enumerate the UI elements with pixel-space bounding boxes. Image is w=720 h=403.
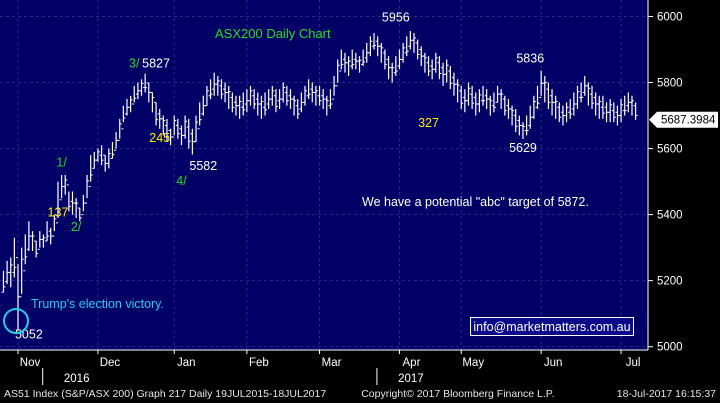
last-value-tag-shape	[649, 111, 718, 128]
chart-label: 5827	[142, 57, 170, 71]
chart-label: 137	[48, 205, 69, 219]
x-month-label: Jul	[626, 357, 641, 369]
x-year-label: 2016	[64, 373, 90, 385]
y-axis-ticks: 5000 5200 5400 5600 5800 6000	[0, 0, 683, 354]
chart-label: 2/	[71, 220, 82, 234]
chart-label: 3/	[129, 57, 140, 71]
x-month-label: Jan	[177, 357, 196, 369]
y-tick-label: 5200	[657, 276, 683, 288]
x-month-label: Mar	[322, 357, 342, 369]
x-month-label: Jun	[544, 357, 563, 369]
price-bars	[1, 31, 638, 330]
footer-bar: AS51 Index (S&P/ASX 200) Graph 217 Daily…	[0, 385, 720, 403]
x-month-label: Apr	[403, 357, 421, 369]
plot-background	[0, 0, 648, 350]
last-value-label: 5687.3984	[661, 115, 716, 127]
x-axis-background	[0, 350, 648, 385]
last-value-tag: 5687.3984	[649, 111, 718, 128]
election-annotation: Trump's election victory.	[31, 297, 164, 311]
chart-label: 5052	[15, 327, 43, 341]
chart-label: 1/	[56, 156, 67, 170]
x-month-label: Feb	[249, 357, 269, 369]
y-tick-label: 5600	[657, 144, 683, 156]
chart-label: 5956	[382, 10, 410, 24]
chart-label: 5582	[189, 159, 217, 173]
y-tick-label: 6000	[657, 12, 683, 24]
y-tick-label: 5000	[657, 342, 683, 354]
y-axis-background	[648, 0, 720, 385]
grid-lines	[0, 0, 648, 350]
footer-index-info: AS51 Index (S&P/ASX 200) Graph 217 Daily…	[4, 388, 554, 400]
abc-target-annotation: We have a potential "abc" target of 5872…	[362, 195, 589, 209]
y-tick-label: 5800	[657, 78, 683, 90]
chart-label: 245	[149, 131, 170, 145]
footer-copyright: Copyright© 2017 Bloomberg Finance L.P.	[361, 388, 555, 400]
footer-index-text: AS51 Index (S&P/ASX 200) Graph 217 Daily…	[4, 388, 327, 400]
chart-title: ASX200 Daily Chart	[215, 26, 331, 41]
footer-timestamp: 18-Jul-2017 16:15:37	[616, 388, 716, 400]
election-circle	[3, 308, 29, 334]
price-chart: 5000 5200 5400 5600 5800 6000 Nov Dec Jan Feb Mar…	[0, 0, 720, 385]
chart-label: 5629	[509, 141, 537, 155]
x-month-label: Nov	[20, 357, 41, 369]
y-tick-label: 5400	[657, 210, 683, 222]
x-year-label: 2017	[398, 373, 424, 385]
chart-label: 5836	[516, 52, 544, 66]
x-axis-months: Nov Dec Jan Feb Mar Apr May Jun Jul 2016 2017	[17, 350, 641, 385]
chart-label: 4/	[176, 174, 187, 188]
chart-annotations: 1/2/3/4/137 245 327 5827 5582 5956 5836 5629 505…	[15, 10, 544, 341]
email-link[interactable]: info@marketmatters.com.au	[470, 317, 634, 336]
x-month-label: Dec	[100, 357, 121, 369]
x-month-label: May	[462, 357, 484, 369]
chart-label: 327	[418, 116, 439, 130]
